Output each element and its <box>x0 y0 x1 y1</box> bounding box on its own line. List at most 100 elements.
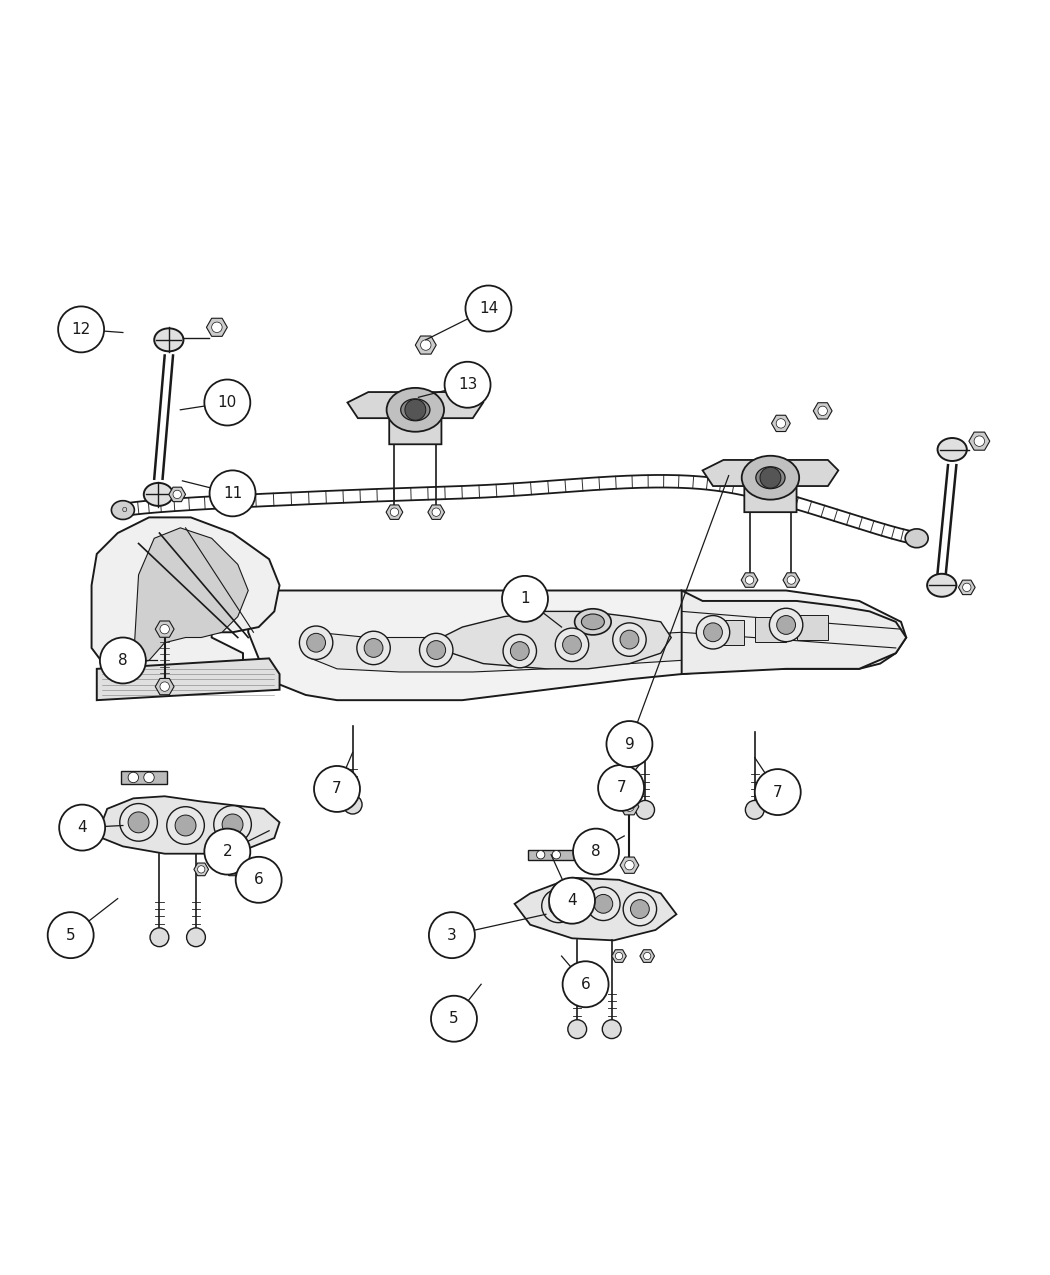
Text: 3: 3 <box>447 928 457 942</box>
Circle shape <box>229 866 236 873</box>
Polygon shape <box>959 580 975 594</box>
Circle shape <box>465 286 511 332</box>
Text: O: O <box>121 507 127 513</box>
Circle shape <box>777 616 796 635</box>
Circle shape <box>704 623 722 641</box>
Circle shape <box>167 807 205 844</box>
Circle shape <box>563 961 609 1007</box>
Circle shape <box>568 1020 587 1039</box>
Circle shape <box>788 576 796 584</box>
Circle shape <box>160 682 169 691</box>
Circle shape <box>160 625 169 634</box>
Circle shape <box>503 635 537 668</box>
Polygon shape <box>514 877 676 941</box>
Circle shape <box>214 806 251 843</box>
Circle shape <box>696 616 730 649</box>
Ellipse shape <box>154 329 184 352</box>
Circle shape <box>746 801 764 820</box>
Circle shape <box>144 773 154 783</box>
Polygon shape <box>194 863 209 876</box>
Circle shape <box>760 467 781 488</box>
Text: 4: 4 <box>78 820 87 835</box>
Text: 1: 1 <box>520 592 530 607</box>
Circle shape <box>963 583 971 592</box>
Circle shape <box>357 631 391 664</box>
Circle shape <box>314 766 360 812</box>
Circle shape <box>603 1020 622 1039</box>
Polygon shape <box>783 572 800 588</box>
Circle shape <box>223 813 243 835</box>
Circle shape <box>299 626 333 659</box>
Circle shape <box>343 796 362 813</box>
Circle shape <box>542 889 575 923</box>
Circle shape <box>537 850 545 859</box>
Circle shape <box>430 996 477 1042</box>
Circle shape <box>59 805 105 850</box>
Polygon shape <box>741 572 758 588</box>
Text: 7: 7 <box>616 780 626 796</box>
Circle shape <box>644 952 651 960</box>
Polygon shape <box>702 460 838 513</box>
Circle shape <box>615 952 623 960</box>
Circle shape <box>205 380 250 426</box>
Text: 7: 7 <box>773 784 782 799</box>
Ellipse shape <box>927 574 957 597</box>
Circle shape <box>47 912 93 958</box>
Polygon shape <box>348 391 483 444</box>
Circle shape <box>428 912 475 958</box>
Polygon shape <box>612 950 626 963</box>
Circle shape <box>587 887 621 921</box>
Text: 8: 8 <box>118 653 128 668</box>
Circle shape <box>635 801 654 820</box>
Circle shape <box>746 576 754 584</box>
Circle shape <box>405 399 426 421</box>
Polygon shape <box>155 621 174 638</box>
Ellipse shape <box>756 467 785 488</box>
Circle shape <box>621 630 638 649</box>
Circle shape <box>549 877 595 923</box>
Polygon shape <box>441 612 671 669</box>
Polygon shape <box>133 528 248 663</box>
Circle shape <box>421 340 430 351</box>
Circle shape <box>175 815 196 836</box>
Polygon shape <box>97 658 279 700</box>
Text: 6: 6 <box>254 872 264 887</box>
Text: 7: 7 <box>332 782 342 797</box>
Polygon shape <box>121 771 167 784</box>
Circle shape <box>120 803 158 842</box>
Circle shape <box>58 306 104 352</box>
Polygon shape <box>713 620 744 645</box>
Ellipse shape <box>582 615 605 630</box>
Text: 11: 11 <box>223 486 243 501</box>
Circle shape <box>613 623 646 657</box>
Circle shape <box>974 436 985 446</box>
Circle shape <box>210 470 255 516</box>
Circle shape <box>150 928 169 946</box>
Circle shape <box>432 507 440 516</box>
Polygon shape <box>814 403 832 419</box>
Text: 14: 14 <box>479 301 498 316</box>
Text: 2: 2 <box>223 844 232 859</box>
Text: 13: 13 <box>458 377 478 393</box>
Polygon shape <box>639 950 654 963</box>
Ellipse shape <box>741 455 799 500</box>
Circle shape <box>625 802 634 811</box>
Circle shape <box>173 490 182 499</box>
Circle shape <box>555 629 589 662</box>
Circle shape <box>391 507 399 516</box>
Polygon shape <box>97 797 279 854</box>
Polygon shape <box>226 863 239 876</box>
Circle shape <box>444 362 490 408</box>
Polygon shape <box>797 615 827 640</box>
Circle shape <box>307 634 326 652</box>
Ellipse shape <box>111 501 134 519</box>
Polygon shape <box>386 505 403 519</box>
Ellipse shape <box>144 483 173 506</box>
Circle shape <box>607 722 652 768</box>
Text: 6: 6 <box>581 977 590 992</box>
Text: 10: 10 <box>217 395 237 411</box>
Text: 9: 9 <box>625 737 634 751</box>
Circle shape <box>364 639 383 658</box>
Text: 5: 5 <box>449 1011 459 1026</box>
Circle shape <box>573 829 620 875</box>
